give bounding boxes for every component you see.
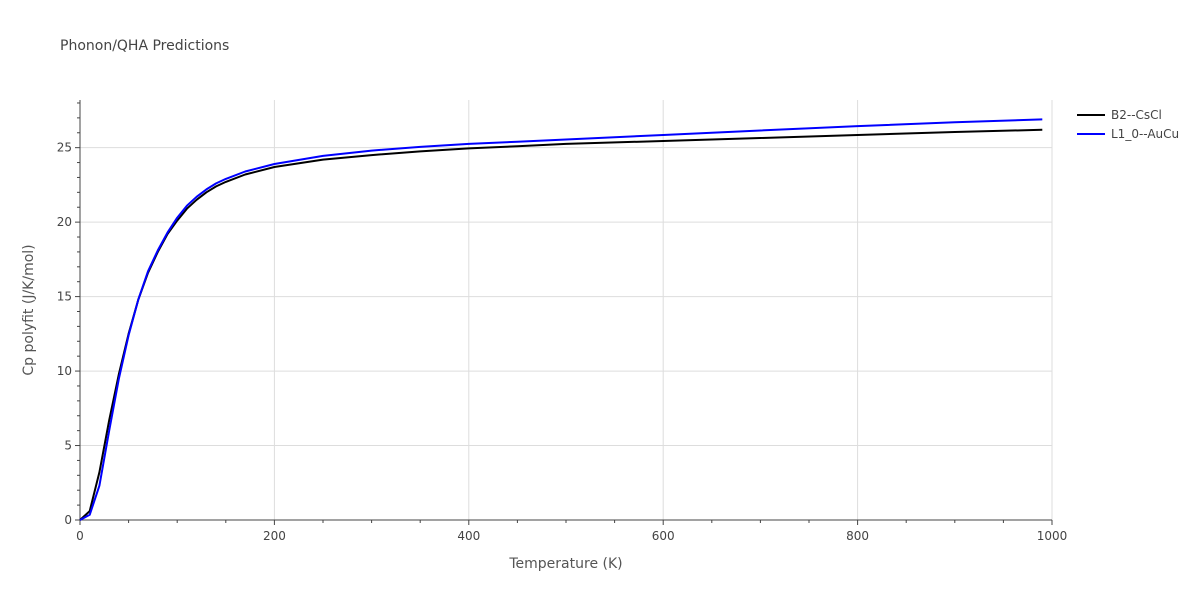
series-line-1 <box>79 128 1043 521</box>
y-tick-label: 20 <box>57 215 72 229</box>
y-tick-label: 15 <box>57 290 72 304</box>
y-tick-label: 10 <box>57 364 72 378</box>
y-tick-label: 25 <box>57 141 72 155</box>
series-line-2 <box>79 118 1043 521</box>
y-axis-title: Cp polyfit (J/K/mol) <box>21 244 37 375</box>
y-axis-ticks: 0 5 10 15 20 25 <box>57 102 80 527</box>
legend-label: B2--CsCl <box>1111 108 1162 122</box>
chart-title: Phonon/QHA Predictions <box>60 38 229 54</box>
x-tick-label: 1000 <box>1037 529 1068 543</box>
x-tick-label: 400 <box>457 529 480 543</box>
grid <box>80 100 1053 520</box>
legend: B2--CsCl L1_0--AuCu <box>1077 108 1179 141</box>
x-axis-title: Temperature (K) <box>508 556 622 572</box>
y-tick-label: 5 <box>64 439 72 453</box>
x-tick-label: 800 <box>846 529 869 543</box>
y-tick-label: 0 <box>64 513 72 527</box>
x-tick-label: 200 <box>263 529 286 543</box>
legend-label: L1_0--AuCu <box>1111 127 1179 141</box>
series-group <box>79 118 1043 521</box>
x-axis-ticks: 0 200 400 600 800 1000 <box>76 520 1067 543</box>
x-tick-label: 600 <box>652 529 675 543</box>
axes <box>79 100 1052 521</box>
x-tick-label: 0 <box>76 529 84 543</box>
